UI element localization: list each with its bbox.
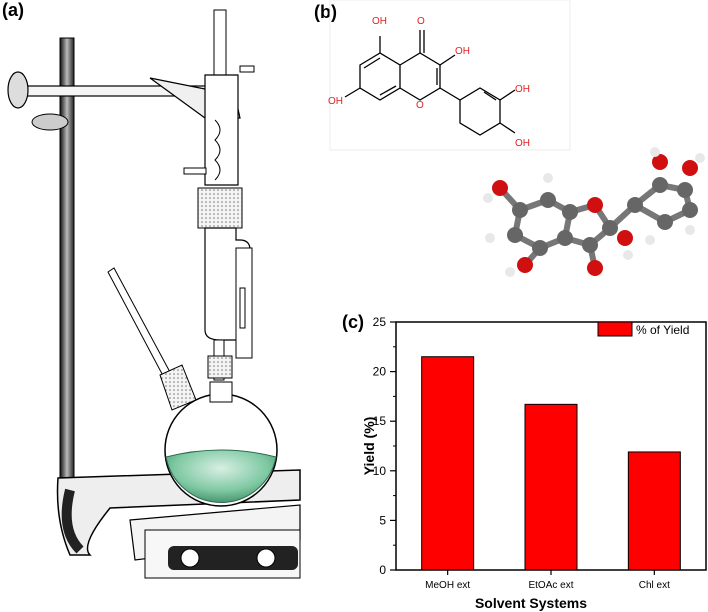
clamp-knob: [7, 71, 29, 109]
y-tick-label: 5: [379, 513, 386, 527]
legend-label: % of Yield: [636, 323, 689, 337]
y-tick-label: 0: [379, 563, 386, 577]
atom-label-oh-3: OH: [455, 46, 470, 57]
x-tick-label: Chl ext: [639, 580, 670, 591]
atom-label-oh-4prime: OH: [515, 138, 530, 149]
y-tick-label: 15: [373, 414, 387, 428]
plot-area-frame: [395, 321, 707, 571]
flask-liquid: [165, 449, 277, 503]
atom-label-ring-o: O: [416, 100, 424, 111]
atom-label-oh-7: OH: [328, 96, 343, 107]
bar-1: [421, 356, 475, 571]
bar-2: [524, 403, 578, 571]
panel-label-a: (a): [2, 0, 24, 20]
legend-swatch: [597, 321, 633, 337]
x-tick-label: MeOH ext: [425, 580, 470, 591]
y-tick-label: 10: [373, 464, 387, 478]
x-tick-label: EtOAc ext: [528, 580, 573, 591]
atom-label-carbonyl-o: O: [417, 16, 425, 27]
condenser-tube: [213, 9, 227, 81]
atom-label-oh-5: OH: [372, 16, 387, 27]
panel-label-b: (b): [314, 2, 337, 22]
condenser-body: [204, 74, 239, 186]
hot-plate-dial-left: [180, 548, 200, 568]
x-axis-label: Solvent Systems: [475, 595, 587, 611]
y-axis-label: Yield (%): [361, 417, 377, 476]
extraction-thimble: [197, 187, 243, 229]
atom-label-oh-3prime: OH: [515, 84, 530, 95]
soxhlet-apparatus-illustration: [7, 9, 301, 579]
hot-plate-dial-right: [256, 548, 276, 568]
y-tick-label: 25: [373, 315, 387, 329]
y-tick-label: 20: [373, 365, 387, 379]
stand-rod: [59, 37, 75, 489]
bar-3: [627, 451, 681, 571]
panel-label-c: (c): [342, 312, 364, 332]
